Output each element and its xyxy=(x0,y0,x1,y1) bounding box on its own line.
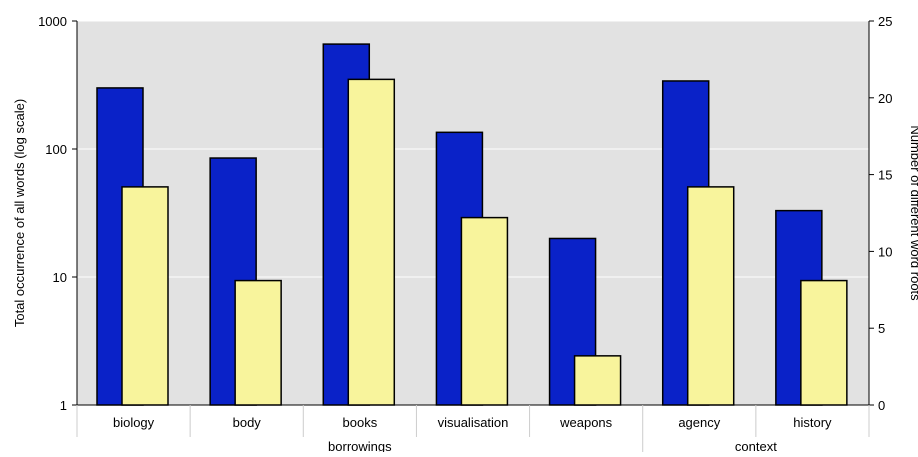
y2-tick-label: 0 xyxy=(878,398,885,413)
x-tick-label: agency xyxy=(678,415,720,430)
bar-visualisation-roots xyxy=(460,216,509,406)
y-tick-label: 1 xyxy=(60,398,67,413)
x-tick-label: history xyxy=(793,415,832,430)
y-tick-label: 10 xyxy=(53,270,67,285)
x-tick-label: weapons xyxy=(559,415,613,430)
bars xyxy=(96,43,848,406)
bar-history-roots xyxy=(800,279,848,406)
x-tick-label: biology xyxy=(113,415,155,430)
bar-books-roots xyxy=(347,78,396,406)
bar-body-roots xyxy=(234,279,282,406)
y2-tick-label: 15 xyxy=(878,168,892,183)
bar-agency-roots xyxy=(686,186,735,406)
x-group-label: context xyxy=(735,439,777,452)
x-tick-label: body xyxy=(233,415,262,430)
x-group-label: borrowings xyxy=(328,439,392,452)
y-tick-label: 100 xyxy=(45,142,67,157)
bar-biology-roots xyxy=(121,186,169,406)
axes: 1 10 100 1000 0 5 10 15 20 25 biology body books visu… xyxy=(38,14,892,454)
y2-tick-label: 10 xyxy=(878,244,892,259)
y-axis-label: Total occurrence of all words (log scale… xyxy=(12,99,27,327)
y2-tick-label: 20 xyxy=(878,91,892,106)
y-tick-label: 1000 xyxy=(38,14,67,29)
y2-tick-label: 25 xyxy=(878,14,892,29)
bar-weapons-roots xyxy=(573,355,622,406)
x-tick-label: visualisation xyxy=(438,415,509,430)
y2-axis-label: Number of different word roots xyxy=(908,125,918,301)
x-tick-label: books xyxy=(343,415,378,430)
y2-tick-label: 5 xyxy=(878,321,885,336)
